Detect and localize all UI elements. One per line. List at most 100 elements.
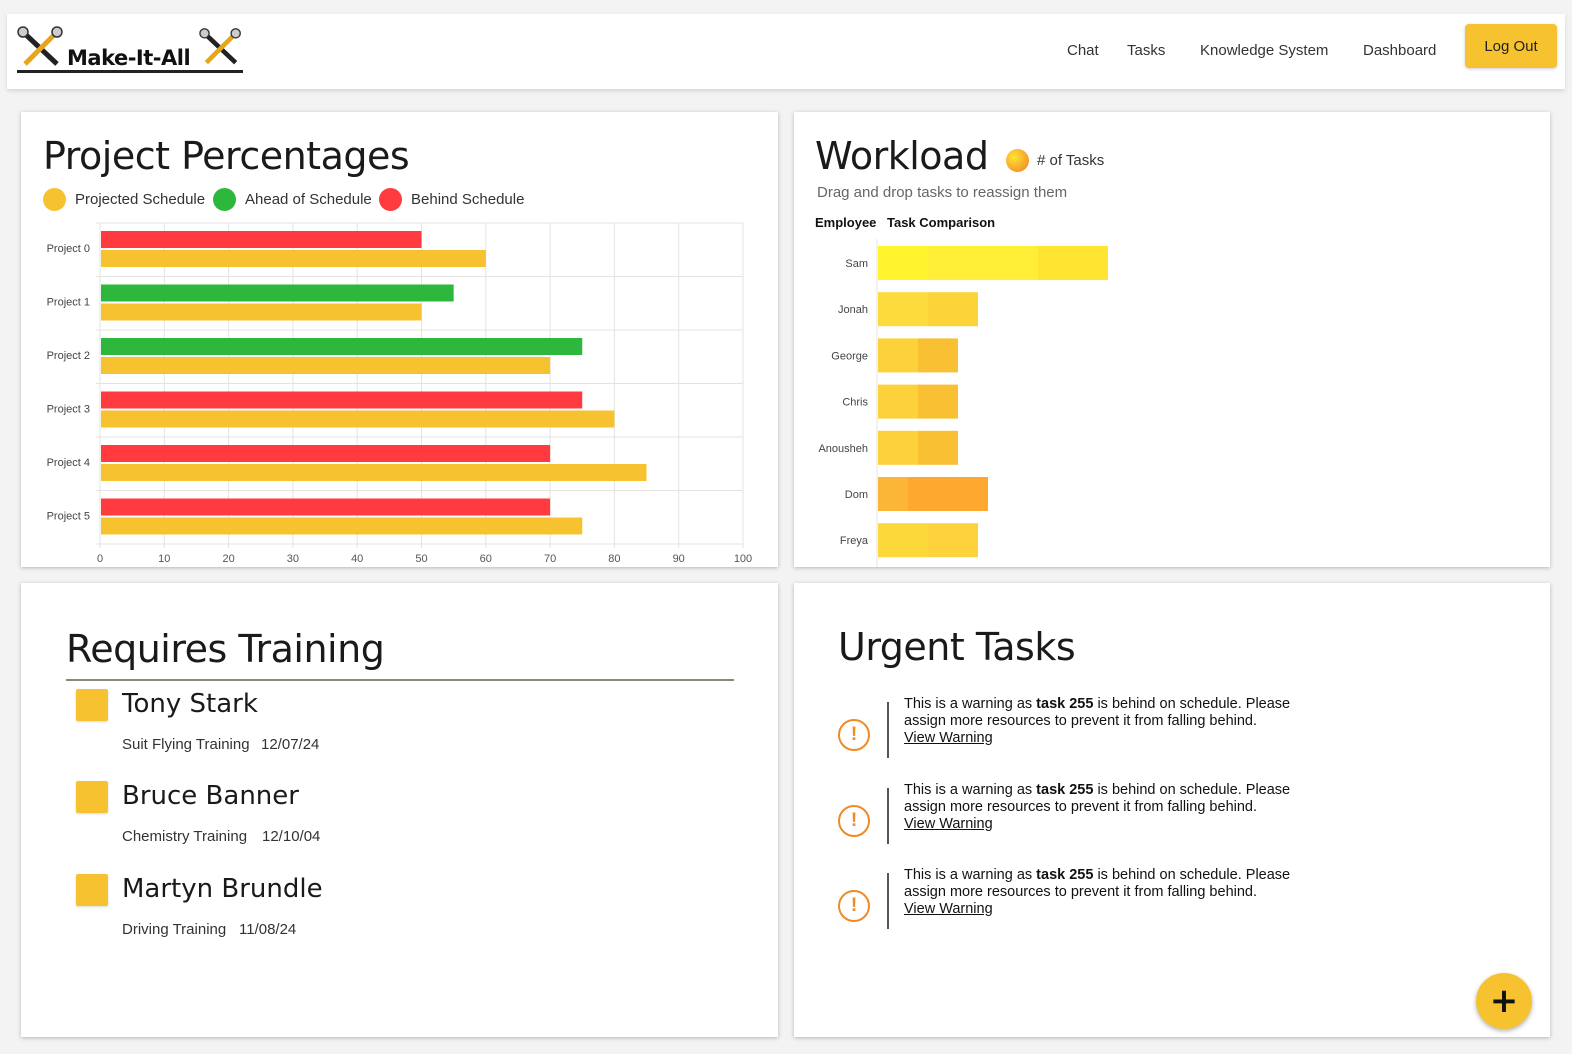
logo-text: Make-It-All — [67, 46, 191, 70]
trainee-name: Bruce Banner — [122, 781, 299, 811]
warning-divider — [887, 873, 889, 929]
x-tick-label: 10 — [158, 553, 170, 565]
employee-column-header: Employee — [815, 215, 877, 230]
legend-swatch — [379, 188, 402, 211]
requires-training-card: Requires Training Tony Stark Suit Flying… — [21, 583, 778, 1037]
x-tick-label: 40 — [351, 553, 363, 565]
warning-item: ! This is a warning as task 255 is behin… — [838, 867, 1318, 939]
logo[interactable]: Make-It-All — [17, 26, 243, 74]
employee-label: Anousheh — [818, 443, 868, 455]
trainee-marker — [76, 689, 108, 721]
x-tick-label: 100 — [734, 553, 752, 565]
x-tick-label: 50 — [415, 553, 427, 565]
training-course: Driving Training — [122, 921, 227, 938]
nav-tasks[interactable]: Tasks — [1127, 42, 1166, 59]
training-course: Suit Flying Training — [122, 736, 250, 753]
legend-label: Ahead of Schedule — [245, 191, 372, 208]
x-tick-label: 30 — [287, 553, 299, 565]
task-segment[interactable] — [878, 292, 928, 327]
add-button[interactable]: + — [1476, 973, 1532, 1029]
y-tick-label: Project 5 — [47, 511, 90, 523]
trainee-name: Martyn Brundle — [122, 874, 323, 904]
x-tick-label: 0 — [97, 553, 103, 565]
title-divider — [66, 679, 734, 681]
bar-projected[interactable] — [101, 303, 422, 321]
task-segment[interactable] — [878, 246, 928, 280]
task-segment[interactable] — [918, 384, 958, 419]
task-comparison-column-header: Task Comparison — [887, 215, 996, 230]
employee-label: Dom — [845, 489, 868, 501]
top-navbar: Make-It-All Chat Tasks Knowledge System … — [7, 14, 1565, 89]
bar-projected[interactable] — [101, 464, 647, 481]
legend-swatch — [213, 188, 236, 211]
bar-actual[interactable] — [101, 498, 551, 516]
y-tick-label: Project 4 — [47, 457, 90, 469]
view-warning-link[interactable]: View Warning — [904, 730, 993, 746]
task-segment[interactable] — [878, 523, 928, 558]
task-segment[interactable] — [878, 338, 918, 373]
task-segment[interactable] — [928, 523, 978, 558]
card-title: Requires Training — [66, 627, 385, 671]
bar-projected[interactable] — [101, 250, 486, 267]
task-segment[interactable] — [1038, 246, 1108, 280]
y-tick-label: Project 1 — [47, 297, 90, 309]
nav-chat[interactable]: Chat — [1067, 42, 1099, 59]
bar-actual[interactable] — [101, 284, 454, 302]
bar-actual[interactable] — [101, 391, 583, 409]
warning-text: This is a warning as task 255 is behind … — [904, 782, 1291, 832]
employee-label: Sam — [845, 258, 868, 270]
bar-actual[interactable] — [101, 445, 551, 462]
legend-label: Behind Schedule — [411, 191, 525, 208]
training-item[interactable]: Tony Stark Suit Flying Training 12/07/24 — [76, 689, 576, 759]
training-item[interactable]: Bruce Banner Chemistry Training 12/10/04 — [76, 781, 576, 851]
legend-label: Projected Schedule — [75, 191, 206, 208]
bar-projected[interactable] — [101, 357, 551, 374]
employee-label: Chris — [842, 397, 868, 409]
view-warning-link[interactable]: View Warning — [904, 816, 993, 832]
view-warning-link[interactable]: View Warning — [904, 901, 993, 917]
bar-actual[interactable] — [101, 231, 422, 248]
task-segment[interactable] — [878, 477, 908, 511]
task-segment[interactable] — [878, 430, 918, 465]
warning-icon: ! — [838, 805, 870, 837]
nav-knowledge-system[interactable]: Knowledge System — [1200, 42, 1329, 59]
warning-divider — [887, 788, 889, 844]
training-item[interactable]: Martyn Brundle Driving Training 11/08/24 — [76, 874, 576, 944]
bar-actual[interactable] — [101, 338, 583, 355]
trainee-marker — [76, 874, 108, 906]
training-date: 12/07/24 — [261, 736, 320, 753]
card-title: Workload — [815, 134, 989, 178]
training-date: 11/08/24 — [239, 921, 297, 938]
task-segment[interactable] — [928, 292, 978, 327]
task-segment[interactable] — [918, 338, 958, 373]
y-tick-label: Project 0 — [47, 243, 90, 255]
workload-chart: Sam Jonah George Chris Anousheh Dom Freya — [818, 239, 1108, 567]
logo-underline — [17, 70, 243, 73]
workload-card: Workload # of Tasks Drag and drop tasks … — [794, 112, 1550, 567]
bar-projected[interactable] — [101, 410, 615, 428]
card-title: Project Percentages — [43, 134, 410, 178]
task-segment[interactable] — [878, 384, 918, 419]
task-segment[interactable] — [928, 246, 1038, 280]
tasks-legend-swatch — [1006, 149, 1029, 172]
x-tick-label: 90 — [673, 553, 685, 565]
training-course: Chemistry Training — [122, 828, 248, 845]
x-tick-label: 70 — [544, 553, 556, 565]
legend-swatch — [43, 188, 66, 211]
warning-text: This is a warning as task 255 is behind … — [904, 867, 1291, 917]
nav-dashboard[interactable]: Dashboard — [1363, 42, 1437, 59]
project-percentages-chart: 0 10 20 30 40 50 60 70 80 90 100 Project 0 Project 1… — [47, 222, 752, 565]
bar-projected[interactable] — [101, 517, 583, 535]
warning-icon: ! — [838, 719, 870, 751]
task-segment[interactable] — [908, 477, 988, 511]
logout-button[interactable]: Log Out — [1465, 24, 1557, 68]
urgent-tasks-card: Urgent Tasks ! This is a warning as task… — [794, 583, 1550, 1037]
card-title: Urgent Tasks — [838, 625, 1076, 669]
trainee-marker — [76, 781, 108, 813]
warning-divider — [887, 702, 889, 758]
x-tick-label: 20 — [222, 553, 234, 565]
task-segment[interactable] — [918, 430, 958, 465]
trainee-name: Tony Stark — [122, 689, 258, 719]
tools-icon — [17, 26, 63, 66]
workload-subtitle: Drag and drop tasks to reassign them — [817, 184, 1068, 201]
